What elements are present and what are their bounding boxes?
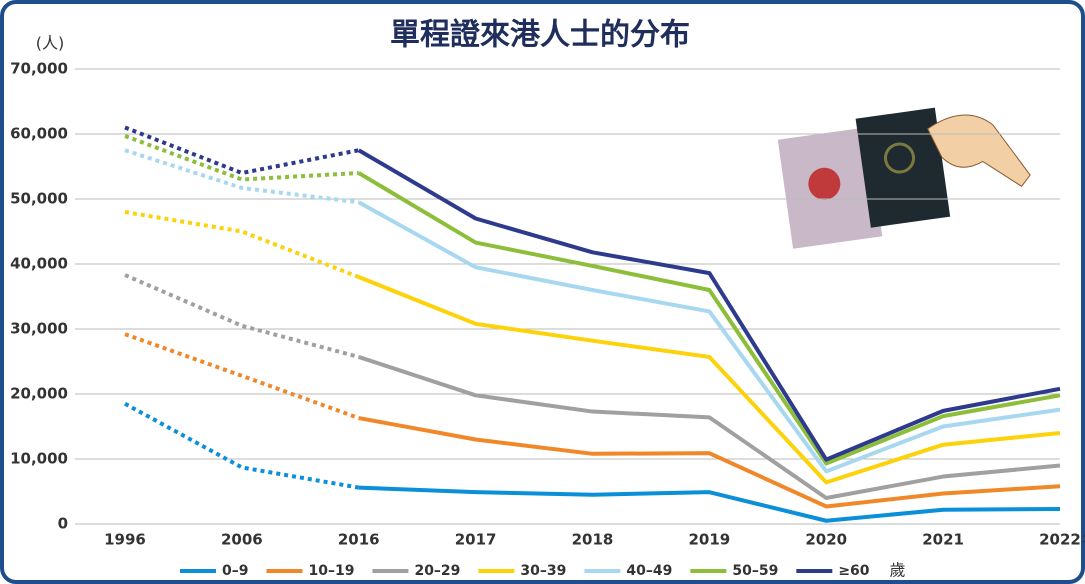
legend-unit: 歲 (890, 561, 906, 580)
x-tick-label: 2021 (922, 531, 964, 549)
y-tick-label: 40,000 (10, 255, 68, 273)
x-tick-label: 2017 (455, 531, 497, 549)
x-tick-label: 2019 (689, 531, 731, 549)
x-tick-label: 2006 (221, 531, 263, 549)
page: 單程證來港人士的分布 (人) 0 10,000 20,000 30,000 40,000… (0, 0, 1085, 584)
x-tick-label: 2020 (805, 531, 847, 549)
chart: 單程證來港人士的分布 (人) 0 10,000 20,000 30,000 40,000… (0, 0, 1085, 584)
x-tick-label: 2022 (1039, 531, 1081, 549)
x-tick-label: 1996 (104, 531, 146, 549)
y-tick-label: 0 (58, 515, 68, 533)
x-tick-label: 2018 (572, 531, 614, 549)
legend-label: 40–49 (626, 563, 672, 579)
y-tick-label: 20,000 (10, 385, 68, 403)
legend-label: ≥60 (838, 563, 869, 579)
y-tick-label: 30,000 (10, 320, 68, 338)
y-tick-label: 60,000 (10, 125, 68, 143)
y-tick-label: 70,000 (10, 60, 68, 78)
y-tick-label: 50,000 (10, 190, 68, 208)
x-tick-label: 2016 (338, 531, 380, 549)
y-tick-label: 10,000 (10, 450, 68, 468)
legend-label: 0–9 (222, 563, 248, 579)
y-unit: (人) (36, 34, 65, 53)
legend-label: 10–19 (308, 563, 354, 579)
legend-label: 50–59 (732, 563, 778, 579)
legend-label: 20–29 (414, 563, 460, 579)
chart-title: 單程證來港人士的分布 (390, 18, 690, 53)
legend-label: 30–39 (520, 563, 566, 579)
